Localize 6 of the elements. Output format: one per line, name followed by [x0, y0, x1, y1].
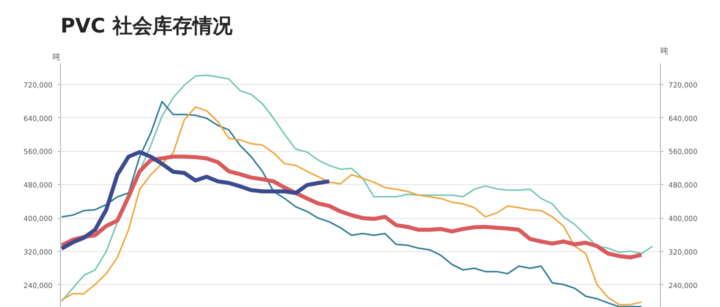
- line-series: [60, 154, 644, 260]
- line-series: [60, 150, 332, 251]
- line-series: [60, 74, 654, 302]
- y2-axis-title: 吨: [660, 46, 668, 56]
- chart-title: PVC 社会库存情况: [60, 14, 234, 38]
- y-axis-title: 吨: [52, 52, 60, 62]
